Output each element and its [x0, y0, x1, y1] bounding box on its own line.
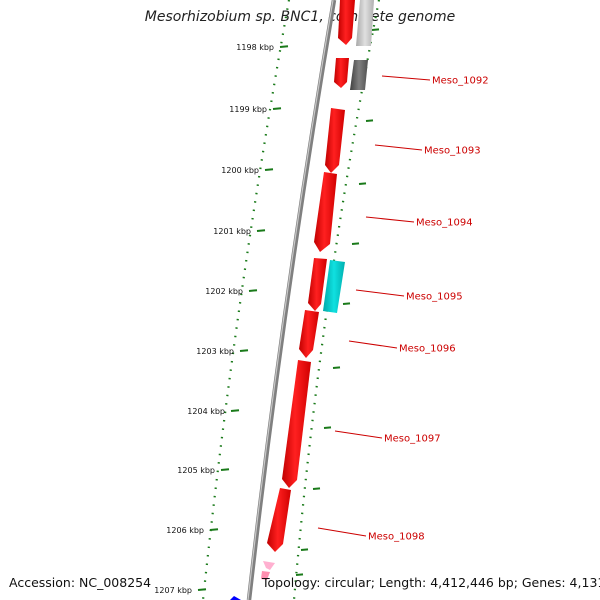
gene-leader-line — [365, 216, 415, 223]
gene-leader-line — [348, 340, 398, 349]
gene-label[interactable]: Meso_1094 — [416, 218, 473, 229]
gene-label[interactable]: Meso_1095 — [406, 292, 463, 303]
inner-ruler-tick — [300, 548, 309, 551]
gene-leader-line — [355, 289, 405, 297]
ruler-tick-label: 1203 kbp — [196, 347, 234, 356]
accession-text: Accession: NC_008254 — [9, 575, 152, 590]
ruler-tick-label: 1202 kbp — [205, 287, 243, 296]
gene-leader-line — [317, 527, 367, 537]
gene-label[interactable]: Meso_1096 — [399, 344, 456, 355]
ruler-tick — [230, 409, 240, 412]
inner-ruler-tick — [365, 119, 374, 122]
ruler-tick-label: 1204 kbp — [187, 407, 225, 416]
gene-feature-blue — [230, 596, 241, 600]
ruler-tick-label: 1207 kbp — [154, 586, 192, 595]
genome-backbone — [246, 0, 337, 600]
gene-label[interactable]: Meso_1092 — [432, 76, 489, 87]
inner-ruler-tick — [332, 366, 341, 369]
ruler-tick — [272, 107, 282, 110]
gene-feature-meso-1098 — [267, 488, 291, 552]
gene-leader-line — [381, 75, 431, 81]
gene-feature-meso-1097 — [282, 360, 311, 488]
ruler-ticks — [197, 45, 289, 591]
ruler-outer-arc — [201, 0, 291, 600]
inner-ruler-tick — [371, 28, 380, 31]
gene-leader-line — [374, 144, 423, 151]
ruler-tick — [197, 588, 207, 591]
inner-ruler-tick — [323, 426, 332, 429]
ruler-tick — [264, 168, 274, 171]
gene-features — [230, 0, 374, 600]
gene-feature-top — [338, 0, 355, 45]
gene-labels: Meso_1092 Meso_1093 Meso_1094 Meso_1095 Meso… — [317, 75, 489, 543]
gene-feature-meso-1095-cyan — [323, 260, 345, 313]
ruler-tick — [279, 45, 289, 48]
gene-feature-top-gray — [356, 0, 374, 46]
gene-feature-meso-1092-gray — [350, 60, 368, 90]
inner-ruler-tick — [312, 487, 321, 490]
inner-ruler-tick — [295, 573, 304, 576]
ruler-tick-label: 1201 kbp — [213, 227, 251, 236]
ruler-tick — [248, 289, 258, 292]
inner-ruler-tick — [351, 242, 360, 245]
ruler-tick-label: 1200 kbp — [221, 166, 259, 175]
ruler-tick — [239, 349, 249, 352]
ruler-tick-label: 1198 kbp — [236, 43, 274, 52]
ruler-tick-labels: 1198 kbp 1199 kbp 1200 kbp 1201 kbp 1202 kbp… — [154, 43, 274, 595]
ruler-tick — [220, 468, 230, 471]
gene-feature-pink-small — [261, 571, 270, 580]
gene-feature-pink — [263, 561, 275, 570]
inner-ruler-tick — [358, 182, 367, 185]
gene-feature-meso-1095 — [308, 258, 327, 311]
inner-ruler-tick — [342, 302, 351, 305]
gene-label[interactable]: Meso_1093 — [424, 146, 481, 157]
topology-text: Topology: circular; Length: 4,412,446 bp… — [262, 575, 600, 590]
gene-feature-meso-1096 — [299, 310, 319, 358]
map-title: Mesorhizobium sp. BNC1, complete genome — [144, 9, 456, 25]
gene-feature-meso-1094 — [314, 172, 337, 252]
ruler-tick — [209, 528, 219, 531]
inner-ruler-ticks — [295, 28, 380, 576]
gene-feature-meso-1092 — [334, 58, 349, 88]
ruler-tick-label: 1205 kbp — [177, 466, 215, 475]
backbone-highlight — [247, 0, 334, 600]
gene-feature-meso-1093 — [325, 108, 345, 173]
gene-label[interactable]: Meso_1098 — [368, 532, 425, 543]
ruler-tick-label: 1206 kbp — [166, 526, 204, 535]
ruler-tick-label: 1199 kbp — [229, 105, 267, 114]
ruler-tick — [256, 229, 266, 232]
gene-leader-line — [334, 430, 383, 439]
gene-label[interactable]: Meso_1097 — [384, 434, 441, 445]
